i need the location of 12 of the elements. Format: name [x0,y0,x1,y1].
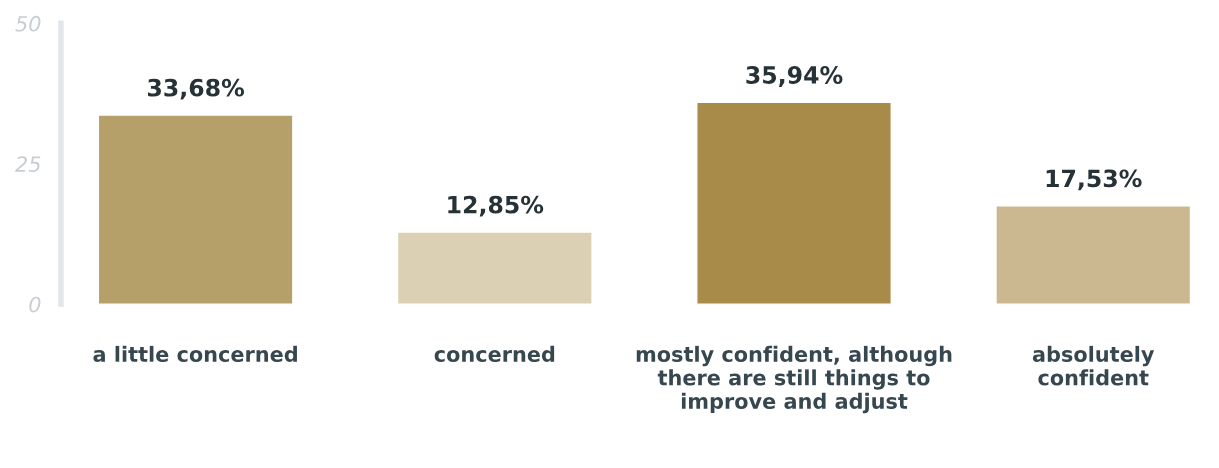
x-tick-label: a little concerned [93,345,297,362]
bar [995,205,1192,305]
x-tick-label: concerned [434,345,555,362]
bar [696,101,892,305]
data-label: 12,85% [448,195,544,217]
bar [97,114,294,305]
data-label: 35,94% [746,66,843,87]
data-label: 17,53% [1046,169,1142,191]
x-tick-label: mostly confident, although there are still things to improve and adjust [636,345,952,414]
data-label: 33,68% [148,78,245,100]
x-tick-label: absolutely confident [1032,345,1155,386]
bar [396,231,593,305]
